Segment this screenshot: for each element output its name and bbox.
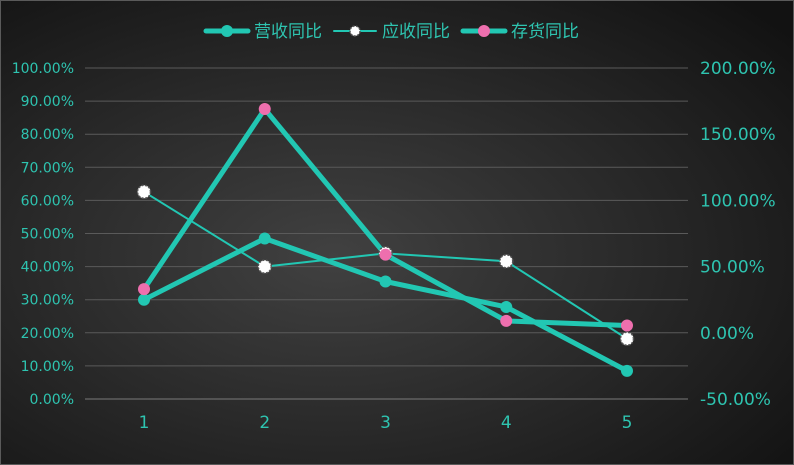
y-left-tick-label: 80.00% (21, 127, 74, 143)
x-axis: 1 2 3 4 5 (139, 413, 633, 433)
legend-item-3[interactable]: 存货同比 (460, 22, 579, 42)
x-tick-label: 5 (622, 413, 633, 433)
x-tick-label: 1 (139, 413, 150, 433)
legend-label: 应收同比 (382, 22, 450, 42)
y-left-tick-label: 100.00% (12, 61, 74, 77)
data-point[interactable] (619, 331, 635, 347)
legend-item-1[interactable]: 营收同比 (203, 22, 322, 42)
y-right-tick-label: 150.00% (700, 125, 776, 145)
data-point[interactable] (258, 103, 271, 116)
x-tick-label: 4 (501, 413, 512, 433)
y-right-tick-label: 0.00% (700, 324, 754, 344)
y-left-tick-label: 60.00% (21, 193, 74, 209)
y-right-tick-label: 200.00% (700, 59, 776, 79)
x-tick-label: 2 (259, 413, 270, 433)
y-left-tick-label: 10.00% (21, 359, 74, 375)
y-left-tick-label: 70.00% (21, 160, 74, 176)
legend-label: 存货同比 (511, 22, 579, 42)
data-point[interactable] (257, 259, 272, 274)
data-point[interactable] (500, 300, 513, 313)
data-point[interactable] (621, 319, 633, 332)
series-layer (136, 103, 635, 377)
legend[interactable]: 营收同比 应收同比 存货同比 (203, 22, 579, 42)
y-axis-right: -50.00% 0.00% 50.00% 100.00% 150.00% 200.00% (700, 59, 776, 410)
data-point[interactable] (136, 184, 152, 200)
data-point[interactable] (258, 232, 271, 245)
y-left-tick-label: 20.00% (21, 326, 74, 342)
y-right-tick-label: 100.00% (700, 191, 776, 211)
data-point[interactable] (499, 254, 514, 269)
legend-item-2[interactable]: 应收同比 (333, 22, 450, 42)
data-point[interactable] (138, 283, 150, 296)
data-point[interactable] (621, 364, 633, 377)
y-left-tick-label: 0.00% (30, 392, 74, 408)
data-point[interactable] (500, 314, 513, 327)
y-right-tick-label: -50.00% (700, 390, 771, 410)
y-right-tick-label: 50.00% (700, 258, 765, 278)
x-tick-label: 3 (380, 413, 391, 433)
y-left-tick-label: 30.00% (21, 293, 74, 309)
data-point[interactable] (379, 275, 392, 288)
y-left-tick-label: 40.00% (21, 260, 74, 276)
grid-layer (85, 67, 688, 400)
data-point[interactable] (138, 293, 150, 306)
legend-marker (478, 25, 490, 37)
legend-marker (349, 25, 361, 37)
data-point[interactable] (379, 248, 392, 261)
y-axis-left: 0.00% 10.00% 20.00% 30.00% 40.00% 50.00% 60.00… (12, 61, 74, 408)
y-left-tick-label: 50.00% (21, 227, 74, 243)
legend-marker (221, 25, 233, 37)
y-left-tick-label: 90.00% (21, 94, 74, 110)
legend-label: 营收同比 (254, 22, 322, 42)
